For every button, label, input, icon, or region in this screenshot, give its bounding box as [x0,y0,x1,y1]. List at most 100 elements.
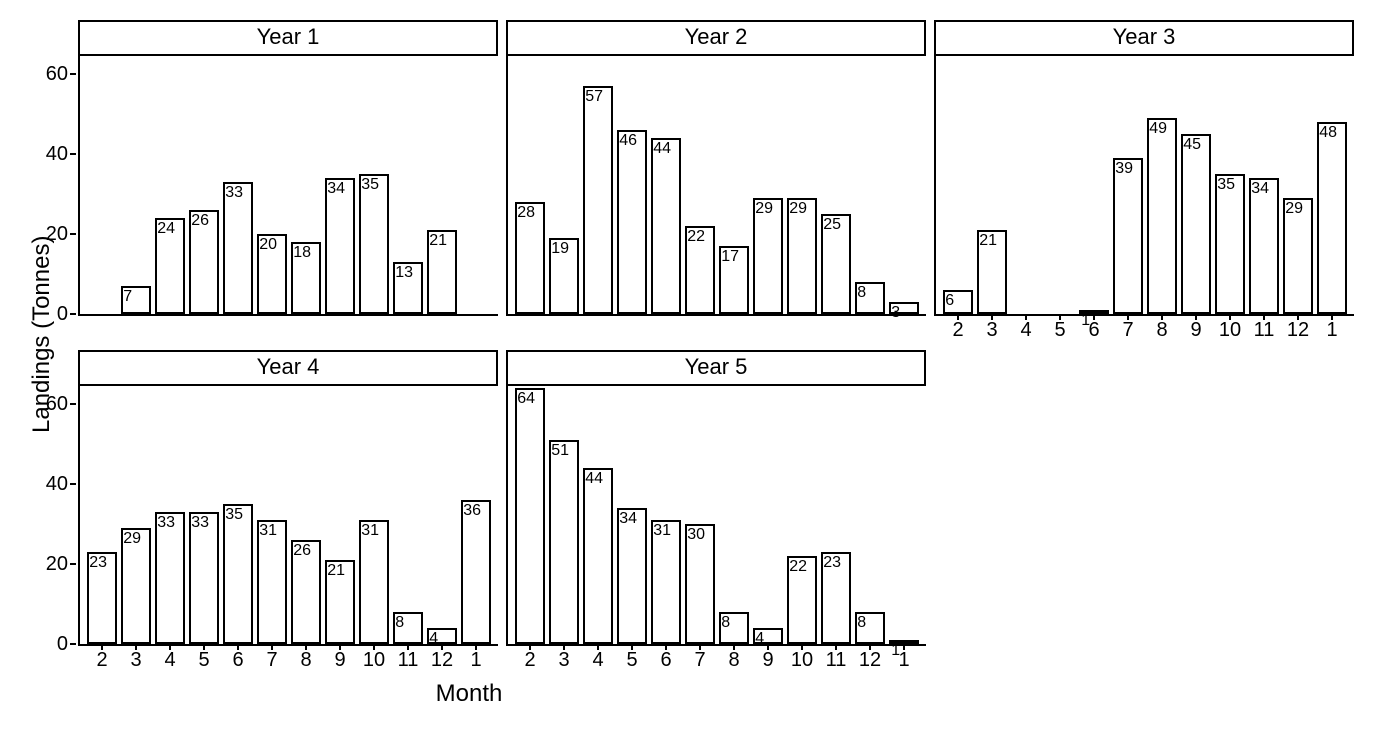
bar: 34 [1249,178,1278,314]
bar-slot: 13 [392,262,424,314]
bar-slot: 21 [976,230,1008,314]
x-tick: 5 [616,644,648,672]
bar: 17 [719,246,748,314]
bar: 4 [753,628,782,644]
y-tick: 60 [46,64,76,84]
x-tick: 11 [1248,314,1280,342]
bar-slot: 31 [650,520,682,644]
panel-3: Year 3621139494535342948234567891011121 [934,20,1354,316]
x-tick: 11 [820,644,852,672]
bar-slot: 8 [392,612,424,644]
plot-area: 0204060232933333531262131843623456789101… [78,386,498,646]
bar: 23 [821,552,850,644]
bar-slot: 8 [854,612,886,644]
x-tick-label: 11 [398,650,419,670]
x-tick-label: 5 [626,650,637,670]
y-tick: 20 [46,224,76,244]
x-tick-label: 2 [96,650,107,670]
y-ticks: 0204060 [40,386,76,644]
facet-row: Year 40204060232933333531262131843623456… [20,350,1364,646]
bar: 44 [583,468,612,644]
bar-slot: 20 [256,234,288,314]
x-tick: 10 [1214,314,1246,342]
bars-container: 2819574644221729292583 [508,56,926,314]
bar: 20 [257,234,286,314]
x-tick-label: 7 [694,650,705,670]
x-tick: 6 [222,644,254,672]
x-tick: 1 [460,644,492,672]
x-tick: 11 [392,644,424,672]
bar: 35 [359,174,388,314]
x-tick-label: 7 [266,650,277,670]
bar: 23 [87,552,116,644]
x-tick-label: 11 [826,650,847,670]
bar-slot: 34 [324,178,356,314]
bar: 6 [943,290,972,314]
bar: 48 [1317,122,1346,314]
plot-area: 02040607242633201834351321 [78,56,498,316]
bar: 29 [753,198,782,314]
panel-1: Year 102040607242633201834351321 [78,20,498,316]
y-tick-label: 0 [57,634,68,654]
x-tick-label: 9 [1190,320,1201,340]
bar: 45 [1181,134,1210,314]
panel-title: Year 4 [78,350,498,386]
bar-slot: 26 [188,210,220,314]
bar-slot: 4 [752,628,784,644]
x-tick: 5 [1044,314,1076,342]
x-tick-label: 5 [198,650,209,670]
panel-4: Year 40204060232933333531262131843623456… [78,350,498,646]
bar: 3 [889,302,918,314]
bar-slot: 35 [1214,174,1246,314]
bars-container: 621139494535342948 [936,56,1354,314]
bar-slot: 25 [820,214,852,314]
bar-slot: 22 [684,226,716,314]
x-axis-label: Month [20,680,918,708]
x-tick: 12 [426,644,458,672]
y-tick-label: 0 [57,304,68,324]
x-tick-label: 2 [524,650,535,670]
x-tick-label: 12 [859,650,881,670]
bar-slot: 21 [426,230,458,314]
y-tick-label: 60 [46,394,68,414]
bar-slot: 8 [718,612,750,644]
bar-slot: 64 [514,388,546,644]
faceted-bar-chart: Landings (Tonnes)Year 102040607242633201… [20,20,1364,708]
x-tick: 2 [514,644,546,672]
x-ticks: 234567891011121 [80,644,498,672]
bar-slot: 33 [188,512,220,644]
bar-slot: 6 [942,290,974,314]
bar: 39 [1113,158,1142,314]
bar: 4 [427,628,456,644]
x-tick: 2 [942,314,974,342]
bar-slot: 24 [154,218,186,314]
bar-slot: 34 [1248,178,1280,314]
x-tick-label: 10 [791,650,813,670]
bars-container: 2329333335312621318436 [80,386,498,644]
bar-slot: 51 [548,440,580,644]
bar-slot: 28 [514,202,546,314]
bar: 7 [121,286,150,314]
bar: 36 [461,500,490,644]
bar: 22 [787,556,816,644]
facet-grid: Landings (Tonnes)Year 102040607242633201… [20,20,1364,646]
x-tick: 9 [752,644,784,672]
bar: 21 [325,560,354,644]
y-tick-label: 20 [46,224,68,244]
bar: 29 [121,528,150,644]
y-tick: 60 [46,394,76,414]
x-ticks: 234567891011121 [508,644,926,672]
x-tick: 9 [1180,314,1212,342]
bar-slot: 17 [718,246,750,314]
tick-mark [70,563,76,565]
bar-slot: 45 [1180,134,1212,314]
bar: 57 [583,86,612,314]
bar: 19 [549,238,578,314]
panel-title: Year 1 [78,20,498,56]
bar-slot: 21 [324,560,356,644]
tick-mark [70,643,76,645]
bar-slot: 36 [460,500,492,644]
bar: 29 [787,198,816,314]
x-tick-label: 6 [1088,320,1099,340]
x-tick-label: 7 [1122,320,1133,340]
